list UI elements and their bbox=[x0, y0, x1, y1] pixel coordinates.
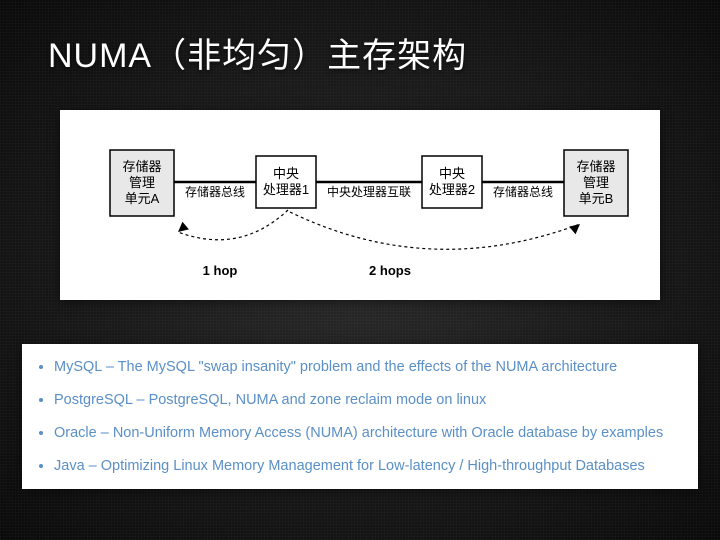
hop-arc bbox=[290, 212, 580, 249]
node-label: 存储器 bbox=[576, 159, 615, 174]
node-label: 处理器1 bbox=[263, 182, 309, 197]
node-label: 管理 bbox=[583, 175, 609, 190]
reference-link-item[interactable]: Oracle – Non-Uniform Memory Access (NUMA… bbox=[54, 424, 688, 443]
reference-link-item[interactable]: PostgreSQL – PostgreSQL, NUMA and zone r… bbox=[54, 391, 688, 410]
numa-diagram-panel: 存储器总线中央处理器互联存储器总线 存储器管理单元A中央处理器1中央处理器2存储… bbox=[60, 110, 660, 300]
reference-links-panel: MySQL – The MySQL "swap insanity" proble… bbox=[22, 344, 698, 489]
hop-arc bbox=[178, 210, 288, 240]
hop-label: 2 hops bbox=[369, 263, 411, 278]
node-label: 存储器 bbox=[122, 159, 161, 174]
reference-links-list: MySQL – The MySQL "swap insanity" proble… bbox=[32, 358, 688, 475]
hop-label: 1 hop bbox=[203, 263, 238, 278]
edge-label: 存储器总线 bbox=[493, 184, 553, 199]
reference-link-item[interactable]: Java – Optimizing Linux Memory Managemen… bbox=[54, 457, 688, 476]
node-label: 处理器2 bbox=[429, 182, 475, 197]
edge-label: 中央处理器互联 bbox=[327, 184, 411, 199]
arrowhead-icon bbox=[569, 220, 583, 234]
numa-diagram-svg: 存储器总线中央处理器互联存储器总线 存储器管理单元A中央处理器1中央处理器2存储… bbox=[60, 110, 660, 300]
node-label: 中央 bbox=[439, 166, 465, 181]
edge-label: 存储器总线 bbox=[185, 184, 245, 199]
node-label: 管理 bbox=[129, 175, 155, 190]
slide-title: NUMA（非均匀）主存架构 bbox=[48, 28, 467, 77]
node-label: 中央 bbox=[273, 166, 299, 181]
node-label: 单元B bbox=[579, 191, 614, 206]
node-label: 单元A bbox=[125, 191, 160, 206]
reference-link-item[interactable]: MySQL – The MySQL "swap insanity" proble… bbox=[54, 358, 688, 377]
